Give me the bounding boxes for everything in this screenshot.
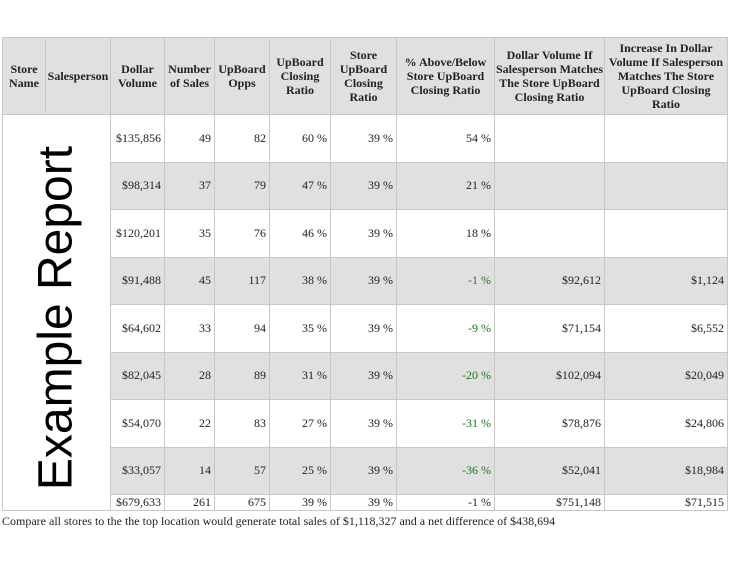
table-cell: $135,856 xyxy=(110,114,165,163)
table-cell: 79 xyxy=(214,161,270,210)
table-cell: $71,154 xyxy=(494,304,605,353)
table-cell: 38 % xyxy=(269,256,331,305)
table-cell: $102,094 xyxy=(494,351,605,400)
table-cell: 33 xyxy=(164,304,215,353)
header-cell: Dollar Volume xyxy=(110,37,165,115)
table-cell: 37 xyxy=(164,161,215,210)
table-cell: $82,045 xyxy=(110,351,165,400)
table-cell: $98,314 xyxy=(110,161,165,210)
total-cell: 39 % xyxy=(330,494,397,511)
total-cell: 675 xyxy=(214,494,270,511)
header-cell: Number of Sales xyxy=(164,37,215,115)
table-cell xyxy=(604,161,728,210)
table-cell xyxy=(604,114,728,163)
table-cell: -9 % xyxy=(396,304,495,353)
table-cell: $92,612 xyxy=(494,256,605,305)
table-cell: 49 xyxy=(164,114,215,163)
table-cell: $33,057 xyxy=(110,446,165,495)
table-cell: -1 % xyxy=(396,256,495,305)
table-cell: 39 % xyxy=(330,446,397,495)
table-cell xyxy=(494,161,605,210)
table-cell: $54,070 xyxy=(110,399,165,448)
table-cell: 18 % xyxy=(396,209,495,258)
table-cell: $24,806 xyxy=(604,399,728,448)
footer-note: Compare all stores to the the top locati… xyxy=(2,514,556,528)
table-cell: 25 % xyxy=(269,446,331,495)
header-cell: Store Name xyxy=(2,37,46,115)
table-cell: $18,984 xyxy=(604,446,728,495)
total-cell: $679,633 xyxy=(110,494,165,511)
header-cell: % Above/Below Store UpBoard Closing Rati… xyxy=(396,37,495,115)
table-cell: 54 % xyxy=(396,114,495,163)
header-cell: UpBoard Opps xyxy=(214,37,270,115)
total-cell: $751,148 xyxy=(494,494,605,511)
table-cell: 22 xyxy=(164,399,215,448)
table-cell: 57 xyxy=(214,446,270,495)
table-cell: 89 xyxy=(214,351,270,400)
table-cell: -20 % xyxy=(396,351,495,400)
table-cell: $78,876 xyxy=(494,399,605,448)
table-cell: $91,488 xyxy=(110,256,165,305)
header-cell: Dollar Volume If Salesperson Matches The… xyxy=(494,37,605,115)
table-cell: $64,602 xyxy=(110,304,165,353)
table-cell: 28 xyxy=(164,351,215,400)
table-cell: 39 % xyxy=(330,304,397,353)
table-cell: 35 % xyxy=(269,304,331,353)
table-cell: 39 % xyxy=(330,161,397,210)
table-cell: $120,201 xyxy=(110,209,165,258)
table-cell: 39 % xyxy=(330,351,397,400)
table-cell: 60 % xyxy=(269,114,331,163)
total-cell: $71,515 xyxy=(604,494,728,511)
table-cell: 46 % xyxy=(269,209,331,258)
table-cell: 39 % xyxy=(330,209,397,258)
table-cell: -31 % xyxy=(396,399,495,448)
table-cell: 45 xyxy=(164,256,215,305)
table-cell: -36 % xyxy=(396,446,495,495)
table-cell: $6,552 xyxy=(604,304,728,353)
table-cell: 39 % xyxy=(330,114,397,163)
table-cell xyxy=(494,209,605,258)
header-cell: UpBoard Closing Ratio xyxy=(269,37,331,115)
table-cell xyxy=(494,114,605,163)
table-cell: 47 % xyxy=(269,161,331,210)
table-cell: 39 % xyxy=(330,256,397,305)
total-cell: 261 xyxy=(164,494,215,511)
watermark: Example Report xyxy=(29,145,83,491)
table-cell: 83 xyxy=(214,399,270,448)
total-cell: 39 % xyxy=(269,494,331,511)
table-cell: $20,049 xyxy=(604,351,728,400)
table-cell: $52,041 xyxy=(494,446,605,495)
table-cell: $1,124 xyxy=(604,256,728,305)
header-cell: Increase In Dollar Volume If Salesperson… xyxy=(604,37,728,115)
table-cell: 117 xyxy=(214,256,270,305)
table-cell: 21 % xyxy=(396,161,495,210)
table-cell: 94 xyxy=(214,304,270,353)
total-cell: -1 % xyxy=(396,494,495,511)
table-cell: 14 xyxy=(164,446,215,495)
table-cell: 39 % xyxy=(330,399,397,448)
table-cell xyxy=(604,209,728,258)
table-cell: 76 xyxy=(214,209,270,258)
table-cell: 31 % xyxy=(269,351,331,400)
header-cell: Store UpBoard Closing Ratio xyxy=(330,37,397,115)
table-cell: 27 % xyxy=(269,399,331,448)
header-cell: Salesperson xyxy=(45,37,111,115)
table-cell: 35 xyxy=(164,209,215,258)
table-cell: 82 xyxy=(214,114,270,163)
